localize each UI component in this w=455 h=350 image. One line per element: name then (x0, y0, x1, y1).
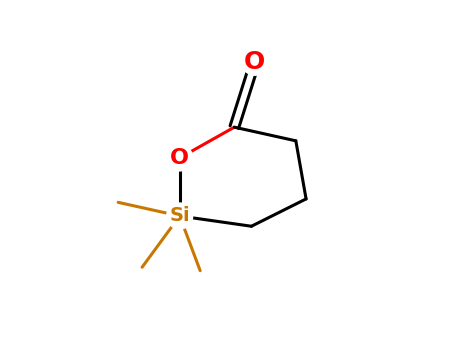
Circle shape (242, 49, 268, 75)
Text: Si: Si (169, 206, 190, 225)
Text: O: O (244, 50, 265, 74)
Circle shape (167, 145, 192, 171)
Circle shape (167, 203, 192, 229)
Text: O: O (170, 148, 189, 168)
